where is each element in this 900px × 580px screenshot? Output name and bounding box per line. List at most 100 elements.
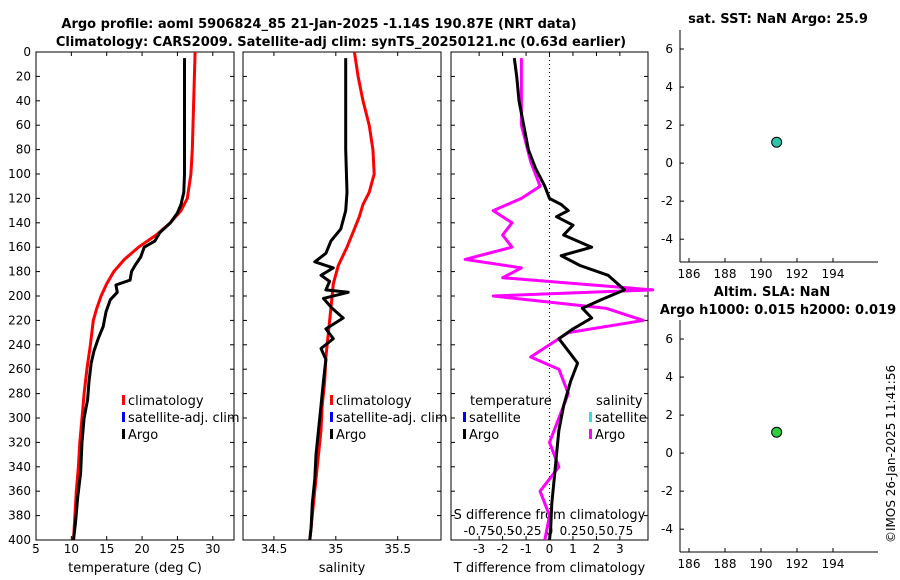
salinity-diff-tick-label: 0.25 [560, 524, 587, 538]
sla-ytick-label: 2 [665, 408, 673, 422]
sla-ytick-label: -2 [661, 484, 673, 498]
differences-xtick-label: 3 [616, 542, 624, 556]
depth-tick-label: 340 [8, 460, 31, 474]
differences-xlabel: T difference from climatology [453, 561, 646, 576]
temperature-xtick-label: 15 [99, 542, 114, 556]
sla-xtick-label: 186 [678, 557, 701, 571]
depth-tick-label: 300 [8, 411, 31, 425]
temperature-xlabel: temperature (deg C) [68, 561, 202, 576]
differences-legend-s-satellite-swatch [589, 412, 592, 422]
sla-ytick-label: 6 [665, 332, 673, 346]
differences-legend-t-satellite-swatch [463, 412, 466, 422]
sla-xtick-label: 190 [750, 557, 773, 571]
sst-xtick-label: 188 [714, 267, 737, 281]
salinity-xtick-label: 35.5 [384, 542, 411, 556]
temperature-argo-line [72, 58, 186, 541]
temperature-legend-argo-text: Argo [128, 428, 158, 443]
depth-tick-label: 40 [16, 94, 31, 108]
salinity-xlabel: salinity [319, 561, 366, 576]
depth-tick-label: 260 [8, 362, 31, 376]
salinity-difference-line [463, 58, 655, 541]
temperature-plot-frame [35, 51, 235, 541]
salinity-legend-satellite-swatch [330, 412, 333, 422]
legend-header-salinity: salinity [596, 394, 643, 409]
sla-ytick-label: 4 [665, 370, 673, 384]
sla-title-2: Argo h1000: 0.015 h2000: 0.019 [660, 303, 896, 318]
title-line-2: Climatology: CARS2009. Satellite-adj cli… [56, 35, 626, 50]
salinity-plot-frame [242, 51, 442, 541]
temperature-legend-climatology-swatch [122, 395, 125, 405]
salinity-legend-climatology-text: climatology [336, 394, 412, 409]
depth-tick-label: 320 [8, 435, 31, 449]
title-line-1: Argo profile: aoml 5906824_85 21-Jan-202… [61, 17, 576, 32]
sst-ytick-label: 6 [665, 42, 673, 56]
salinity-diff-tick-label: -0.75 [464, 524, 495, 538]
depth-tick-label: 240 [8, 338, 31, 352]
temperature-legend-satellite-swatch [122, 412, 125, 422]
sla-xtick-label: 188 [714, 557, 737, 571]
temperature-difference-line [512, 57, 626, 541]
salinity-legend-satellite-text: satellite-adj. clim [336, 411, 448, 426]
sst-ytick-label: -2 [661, 194, 673, 208]
sla-ytick-label: 0 [665, 446, 673, 460]
salinity-argo-line [308, 58, 350, 541]
differences-xtick-label: -2 [497, 542, 509, 556]
differences-xtick-label: 0 [546, 542, 554, 556]
depth-tick-label: 400 [8, 533, 31, 547]
sst-ytick-label: 2 [665, 118, 673, 132]
salinity-legend-argo-text: Argo [336, 428, 366, 443]
salinity-climatology-line [308, 51, 376, 541]
depth-tick-label: 200 [8, 289, 31, 303]
salinity-diff-tick-label: -0.5 [491, 524, 514, 538]
differences-legend-t-argo-swatch [463, 429, 466, 439]
temperature-xtick-label: 20 [134, 542, 149, 556]
sst-ytick-label: 0 [665, 156, 673, 170]
sst-xtick-label: 190 [750, 267, 773, 281]
differences-legend-s-argo-swatch [589, 429, 592, 439]
depth-tick-label: 360 [8, 484, 31, 498]
temperature-legend-argo-swatch [122, 429, 125, 439]
depth-tick-label: 380 [8, 509, 31, 523]
temperature-xtick-label: 10 [64, 542, 79, 556]
sst-title: sat. SST: NaN Argo: 25.9 [688, 12, 868, 27]
salinity-diff-tick-label: -0.25 [511, 524, 542, 538]
temperature-legend-climatology-text: climatology [128, 394, 204, 409]
depth-tick-label: 160 [8, 240, 31, 254]
temperature-xtick-label: 30 [205, 542, 220, 556]
sst-ytick-label: 4 [665, 80, 673, 94]
sst-xtick-label: 194 [822, 267, 845, 281]
depth-tick-label: 140 [8, 216, 31, 230]
salinity-legend-climatology-swatch [330, 395, 333, 405]
differences-legend-t-satellite-text: satellite [469, 411, 521, 426]
temperature-xtick-label: 25 [170, 542, 185, 556]
depth-tick-label: 100 [8, 167, 31, 181]
depth-tick-label: 20 [16, 69, 31, 83]
depth-tick-label: 120 [8, 191, 31, 205]
salinity-diff-tick-label: 0.5 [587, 524, 606, 538]
salinity-xtick-label: 35 [328, 542, 343, 556]
differences-xtick-label: 2 [593, 542, 601, 556]
sla-title: Altim. SLA: NaN [714, 285, 830, 300]
sla-xtick-label: 192 [786, 557, 809, 571]
sst-ytick-label: -4 [661, 232, 673, 246]
salinity-legend-argo-swatch [330, 429, 333, 439]
differences-legend-s-satellite-text: satellite [595, 411, 647, 426]
sst-data-point [771, 136, 783, 148]
temperature-climatology-line [72, 51, 197, 541]
depth-tick-label: 180 [8, 265, 31, 279]
depth-tick-label: 0 [23, 45, 31, 59]
sla-xtick-label: 194 [822, 557, 845, 571]
differences-xtick-label: -3 [473, 542, 485, 556]
differences-legend-t-argo-text: Argo [469, 428, 499, 443]
depth-tick-label: 220 [8, 313, 31, 327]
depth-tick-label: 80 [16, 143, 31, 157]
sla-ytick-label: -4 [661, 522, 673, 536]
differences-xtick-label: 1 [569, 542, 577, 556]
sla-data-point [771, 426, 783, 438]
sst-xtick-label: 192 [786, 267, 809, 281]
depth-tick-label: 60 [16, 118, 31, 132]
legend-header-temperature: temperature [470, 394, 552, 409]
salinity-diff-tick-label: 0.75 [606, 524, 633, 538]
differences-legend-s-argo-text: Argo [595, 428, 625, 443]
